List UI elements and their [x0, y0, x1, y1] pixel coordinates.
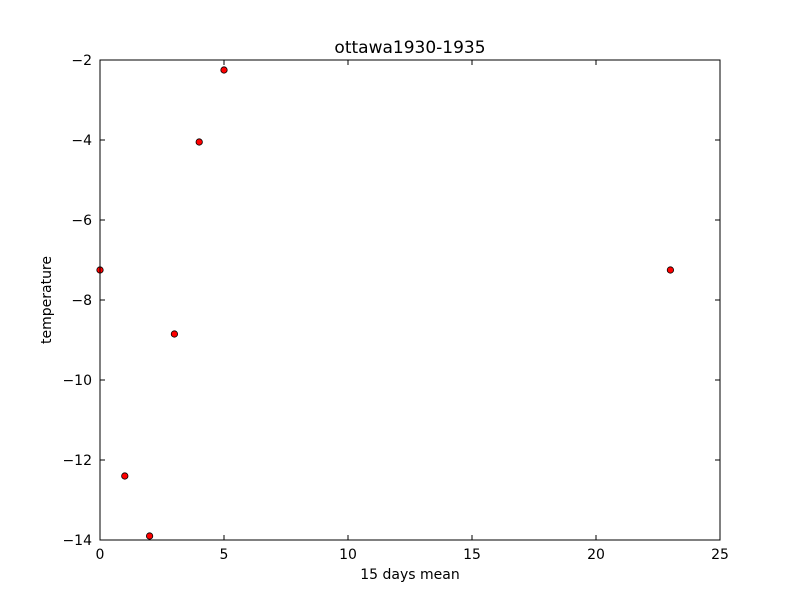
y-tick-label: −12 — [62, 453, 92, 469]
x-tick-label: 20 — [587, 547, 605, 563]
x-tick-label: 15 — [463, 547, 481, 563]
y-tick-label: −8 — [71, 293, 92, 309]
data-point — [220, 66, 228, 74]
x-tick-label: 25 — [711, 547, 729, 563]
x-tick-label: 0 — [96, 547, 105, 563]
x-tick-label: 5 — [220, 547, 229, 563]
y-tick-label: −14 — [62, 533, 92, 549]
y-tick-label: −6 — [71, 213, 92, 229]
y-tick-label: −2 — [71, 53, 92, 69]
data-points — [96, 66, 675, 540]
data-point — [170, 330, 178, 338]
axis-ticks: 0 5 10 15 20 25 −14 −12 −10 −8 −6 −4 −2 — [62, 53, 728, 563]
plot-area-frame — [99, 59, 721, 541]
data-point — [146, 532, 154, 540]
y-tick-label: −4 — [71, 133, 92, 149]
y-tick-label: −10 — [62, 373, 92, 389]
x-axis-label: 15 days mean — [360, 567, 459, 583]
y-axis-label: temperature — [39, 256, 55, 344]
data-point — [121, 472, 129, 480]
data-point — [666, 266, 675, 274]
chart-title: ottawa1930-1935 — [334, 38, 485, 58]
x-tick-label: 10 — [339, 547, 357, 563]
data-point — [195, 138, 203, 146]
